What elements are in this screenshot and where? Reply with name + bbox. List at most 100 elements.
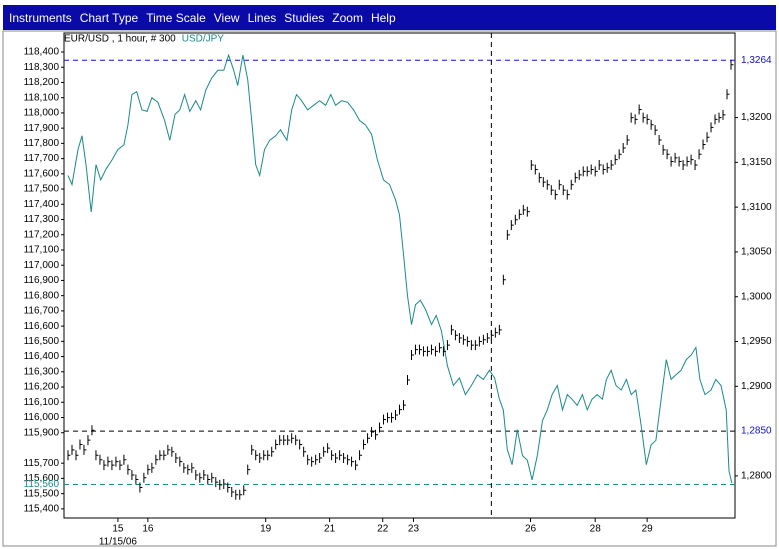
price-bar — [259, 452, 263, 463]
price-bar — [426, 346, 430, 357]
y2-tick-label: 1,2800 — [741, 471, 772, 482]
price-bar — [442, 346, 446, 357]
legend-entry: USD/JPY — [182, 34, 225, 45]
price-bar — [167, 444, 171, 455]
y-tick-label: 116,600 — [24, 321, 60, 332]
price-bar — [702, 139, 706, 150]
price-bar — [243, 485, 247, 496]
price-bar — [622, 143, 626, 154]
menu-item[interactable]: Instruments — [9, 10, 72, 25]
price-bar — [211, 472, 215, 483]
price-bar — [602, 164, 606, 175]
price-bar — [155, 454, 159, 465]
y-tick-label: 117,000 — [24, 260, 60, 271]
y2-tick-label: 1,3050 — [741, 247, 772, 258]
series-line — [67, 53, 733, 484]
price-bar — [279, 435, 283, 446]
price-bar — [650, 119, 654, 130]
price-bar — [510, 220, 514, 231]
price-bar — [606, 162, 610, 173]
price-bar — [195, 470, 199, 480]
price-bar — [538, 172, 542, 183]
price-bar — [710, 122, 714, 133]
menu-item[interactable]: Lines — [247, 10, 277, 25]
price-bar — [434, 346, 438, 357]
y-tick-label: 117,700 — [24, 153, 60, 164]
price-bar — [175, 452, 179, 463]
price-bar — [203, 470, 207, 480]
price-bar — [402, 400, 406, 411]
reference-label: 1,3264 — [741, 55, 772, 66]
price-bar — [323, 446, 327, 457]
price-bar — [371, 427, 375, 437]
price-bar — [267, 450, 271, 461]
price-bar — [75, 450, 79, 461]
price-bar — [550, 185, 554, 196]
y-tick-label: 118,400 — [24, 47, 60, 58]
y-tick-label: 115,500 — [24, 488, 60, 499]
price-bar — [678, 156, 682, 167]
y-tick-label: 116,800 — [24, 290, 60, 301]
price-bar — [287, 435, 291, 446]
price-bar — [79, 439, 83, 450]
x-tick-label: 28 — [590, 524, 602, 535]
x-tick-label: 16 — [142, 524, 154, 535]
price-bar — [131, 470, 135, 480]
menu-item[interactable]: Zoom — [332, 10, 363, 25]
y-tick-label: 117,400 — [24, 199, 60, 210]
y-tick-label: 116,900 — [24, 275, 60, 286]
menu-item[interactable]: Help — [370, 10, 396, 25]
price-bar — [518, 209, 522, 220]
menu-item[interactable]: Time Scale — [146, 10, 206, 25]
price-bar — [626, 134, 630, 145]
price-bar — [71, 444, 75, 455]
price-bar — [674, 152, 678, 163]
menu-item[interactable]: Studies — [284, 10, 325, 25]
price-bar — [690, 154, 694, 165]
x-tick-label: 26 — [525, 524, 537, 535]
price-bar — [718, 112, 722, 123]
price-bar — [574, 172, 578, 183]
price-bar — [470, 340, 474, 351]
y-tick-label: 116,500 — [24, 336, 60, 347]
y-tick-label: 118,300 — [24, 62, 60, 73]
price-bar — [410, 349, 414, 360]
price-bar — [682, 160, 686, 171]
price-bar — [506, 229, 510, 240]
menu-item[interactable]: View — [213, 10, 240, 25]
price-bar — [514, 214, 518, 225]
price-bar — [87, 435, 91, 446]
price-bar — [698, 149, 702, 160]
price-bar — [315, 454, 319, 465]
price-bar — [335, 452, 339, 463]
price-bar — [283, 435, 287, 446]
price-bar — [566, 189, 570, 200]
price-bar — [307, 454, 311, 465]
y-tick-label: 118,100 — [24, 92, 60, 103]
price-bar — [139, 482, 143, 493]
menu-bar: Instruments Chart Type Time Scale View Lines… — [3, 5, 776, 30]
y-tick-label: 117,800 — [24, 138, 60, 149]
price-bar — [119, 460, 123, 471]
y2-tick-label: 1,3000 — [741, 291, 772, 302]
price-bar — [231, 487, 235, 498]
menu-item[interactable]: Chart Type — [79, 10, 139, 25]
price-bar — [359, 450, 363, 461]
price-bar — [714, 114, 718, 125]
price-bar — [275, 439, 279, 450]
price-bar — [414, 344, 418, 355]
price-bar — [666, 149, 670, 160]
y-tick-label: 117,900 — [24, 123, 60, 134]
price-bar — [466, 336, 470, 347]
price-bar — [454, 330, 458, 341]
price-bar — [686, 156, 690, 167]
price-bar — [291, 433, 295, 444]
price-bar — [151, 462, 155, 473]
price-bar — [111, 460, 115, 471]
x-tick-label: 19 — [260, 524, 272, 535]
price-bar — [355, 460, 359, 471]
price-bar — [582, 166, 586, 177]
price-bar — [726, 89, 730, 100]
x-tick-label: 29 — [642, 524, 654, 535]
